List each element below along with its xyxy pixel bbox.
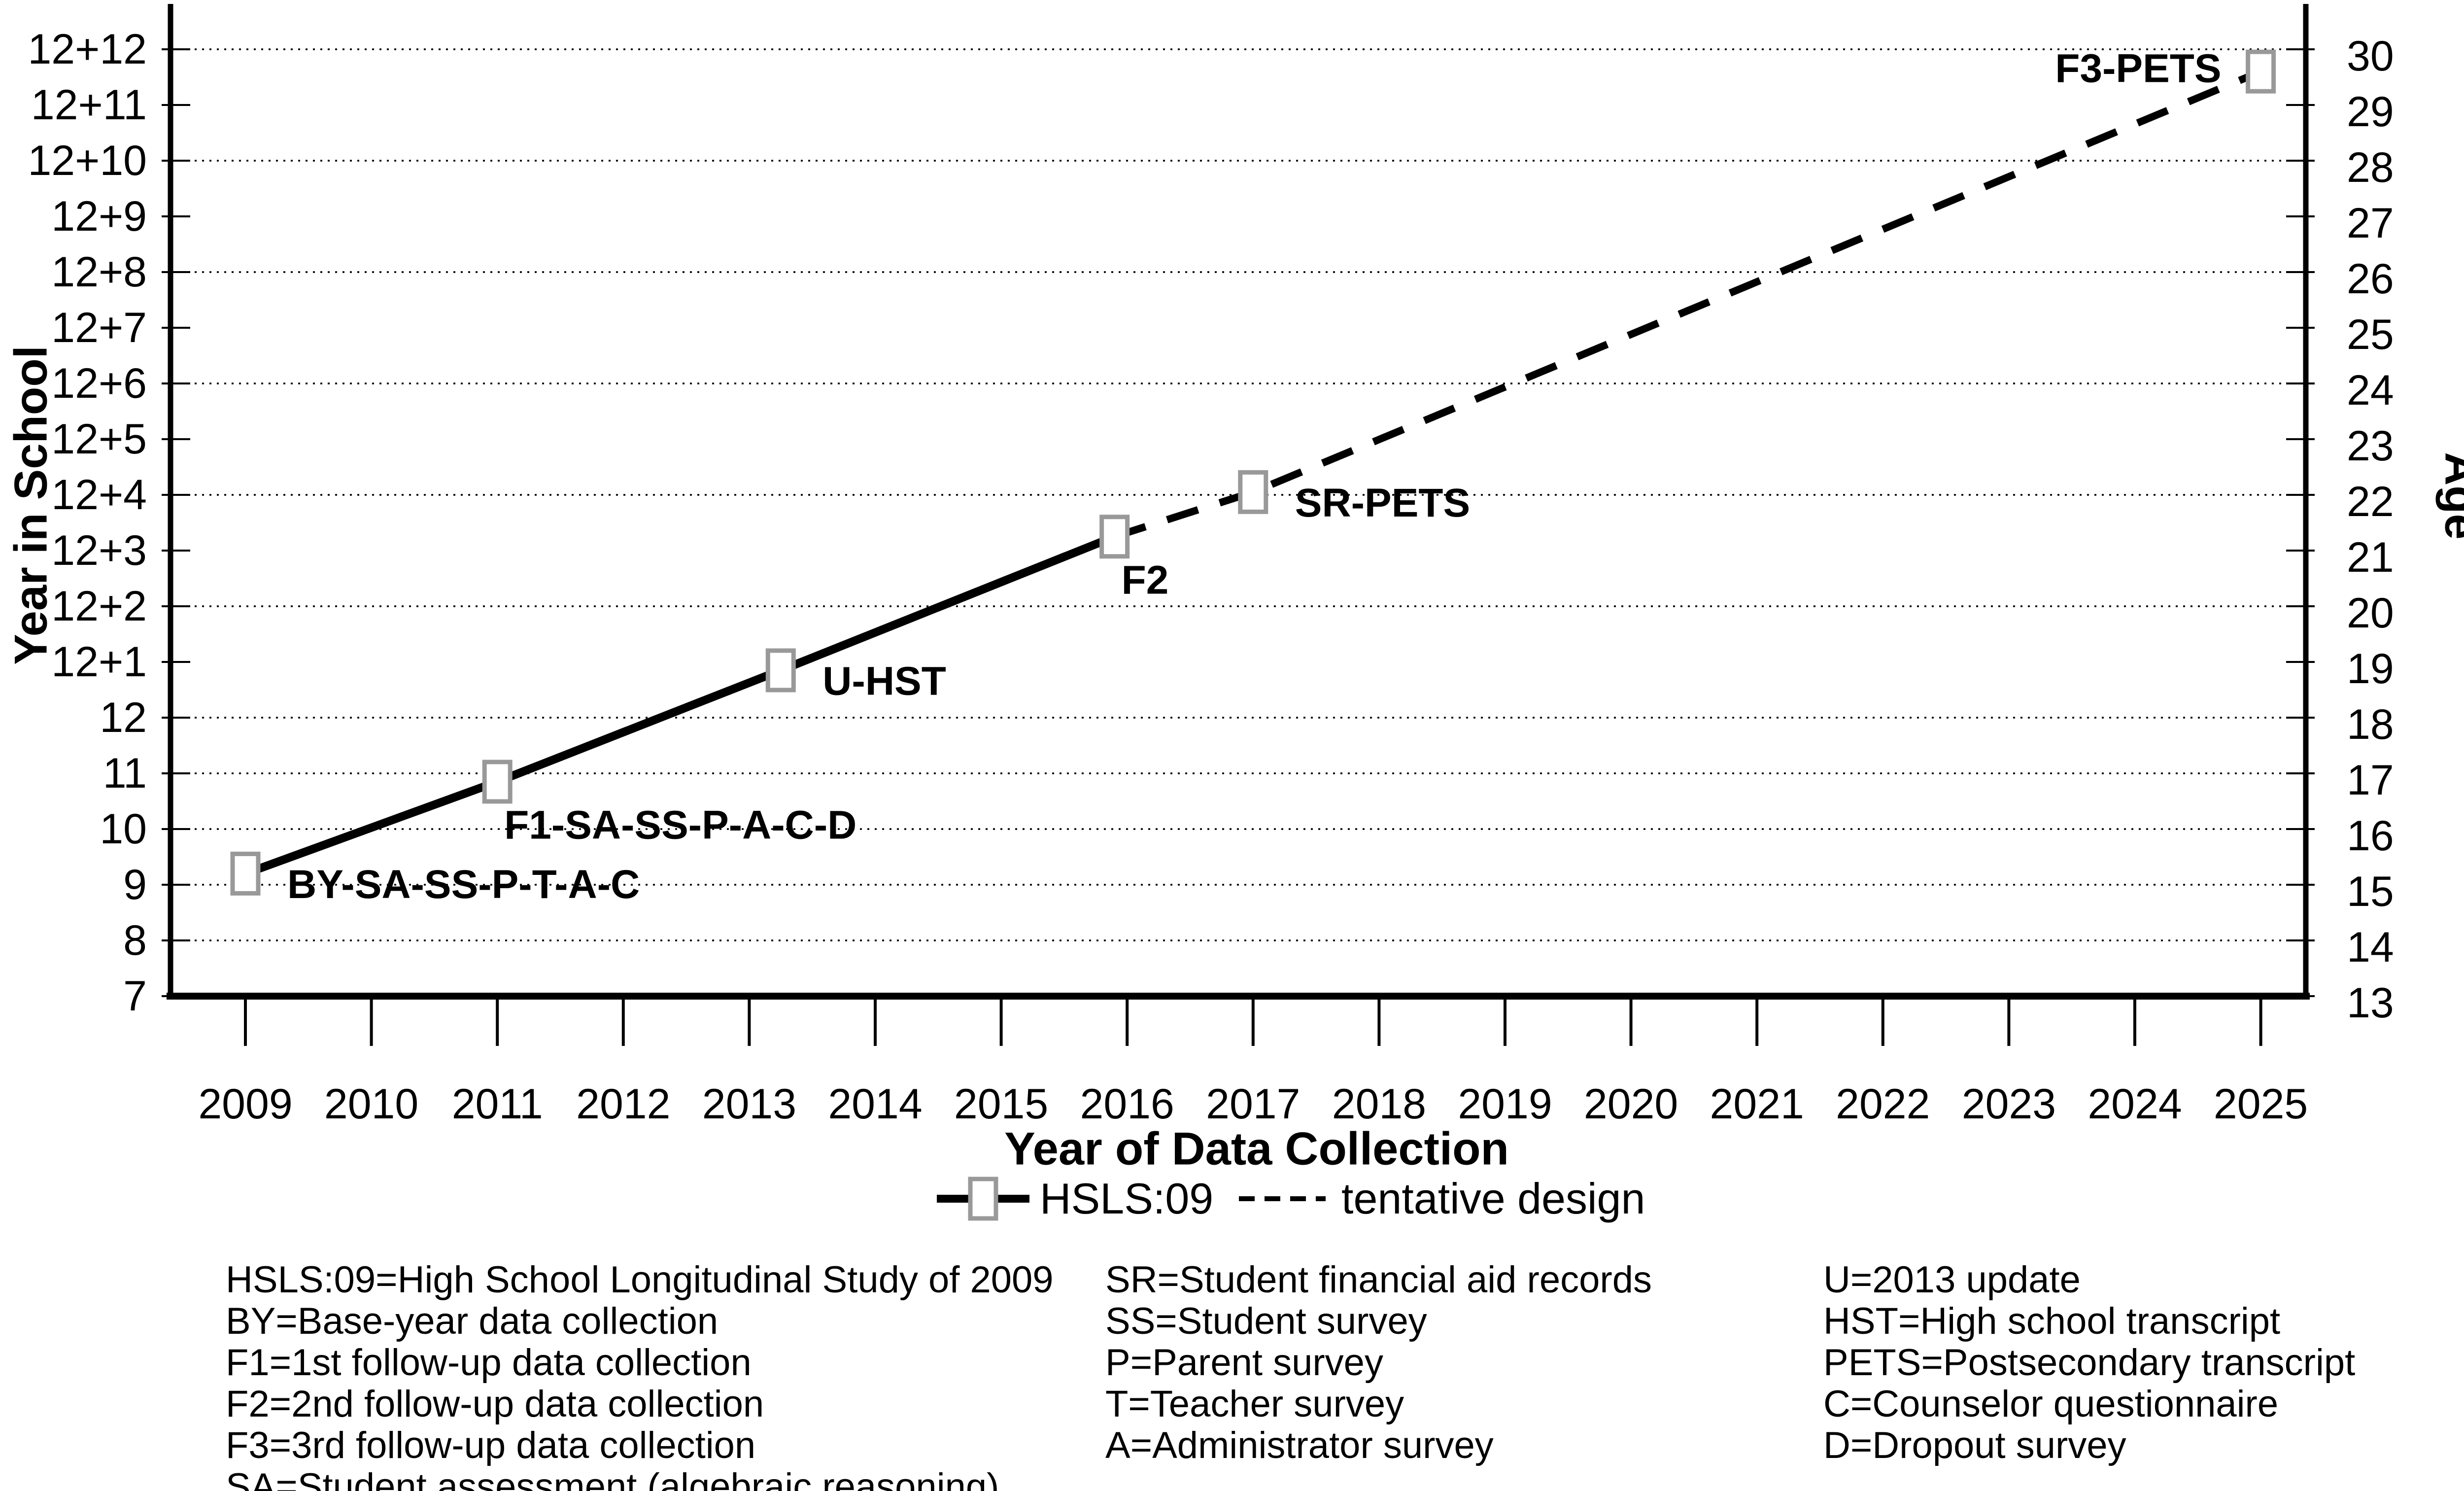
left-axis-tick-label: 11 [103, 750, 147, 797]
x-axis-tick-label: 2019 [1458, 1080, 1552, 1128]
left-axis-tick-label: 8 [123, 917, 147, 964]
y-axis-title-right: Age [2436, 452, 2464, 540]
data-point-marker [1099, 515, 1130, 559]
x-axis-tick-label: 2014 [828, 1080, 922, 1128]
axis-ticks [162, 48, 2315, 1046]
x-axis-tick-label: 2023 [1962, 1080, 2056, 1128]
tentative-design-line [1113, 68, 2262, 540]
left-axis-tick-label: 12+2 [51, 583, 147, 630]
left-axis-tick-label: 12 [100, 694, 147, 741]
x-axis-tick-label: 2022 [1836, 1080, 1930, 1128]
data-point-label: BY-SA-SS-P-T-A-C [287, 862, 640, 907]
left-axis-tick-label: 7 [123, 972, 147, 1020]
left-axis-tick-label: 12+4 [51, 471, 147, 519]
data-point-marker [765, 648, 796, 693]
right-axis-tick-label: 18 [2347, 701, 2394, 748]
data-point-label: F3-PETS [2055, 46, 2221, 91]
x-axis-tick-label: 2025 [2214, 1080, 2308, 1128]
left-axis-tick-label: 12+12 [28, 26, 147, 73]
data-point-label: F1-SA-SS-P-A-C-D [504, 802, 856, 847]
data-point-marker [482, 760, 513, 804]
axes [167, 4, 2310, 1000]
data-point-marker [1238, 470, 1268, 514]
right-axis-tick-label: 23 [2347, 422, 2394, 470]
right-axis-tick-label: 26 [2347, 255, 2394, 303]
left-axis-tick-label: 12+11 [31, 81, 147, 129]
right-axis-tick-label: 16 [2347, 812, 2394, 860]
x-axis-tick-label: 2016 [1080, 1080, 1174, 1128]
right-axis-tick-label: 19 [2347, 645, 2394, 693]
right-axis-tick-label: 17 [2347, 757, 2394, 804]
data-series [244, 68, 2262, 878]
right-axis-tick-label: 14 [2347, 924, 2394, 971]
y-axis-title-left: Year in School [5, 346, 57, 665]
x-axis-tick-label: 2018 [1332, 1080, 1426, 1128]
x-axis-tick-label: 2017 [1206, 1080, 1300, 1128]
data-point-markers [230, 49, 2276, 896]
x-axis-tick-label: 2021 [1710, 1080, 1804, 1128]
x-axis-tick-label: 2010 [324, 1080, 418, 1128]
left-axis-tick-label: 12+10 [28, 137, 147, 184]
hsls09-line [244, 532, 1116, 878]
x-axis-tick-label: 2011 [452, 1080, 543, 1128]
left-axis-tick-label: 12+5 [51, 416, 147, 463]
right-axis-tick-label: 27 [2347, 200, 2394, 247]
x-axis-title: Year of Data Collection [1004, 1123, 1509, 1175]
x-axis-tick-label: 2009 [198, 1080, 292, 1128]
data-point-label: U-HST [822, 659, 946, 703]
left-axis-tick-label: 12+8 [51, 248, 147, 296]
right-axis-tick-label: 24 [2347, 367, 2394, 414]
right-axis-tick-label: 28 [2347, 144, 2394, 191]
right-axis-tick-label: 13 [2347, 979, 2394, 1027]
right-axis-tick-label: 30 [2347, 33, 2394, 80]
right-axis-tick-label: 20 [2347, 589, 2394, 637]
x-axis-tick-label: 2020 [1584, 1080, 1678, 1128]
left-axis-tick-label: 10 [100, 805, 147, 853]
right-axis-tick-label: 21 [2347, 534, 2394, 581]
left-axis-tick-label: 12+9 [51, 193, 147, 240]
x-axis-tick-label: 2013 [702, 1080, 796, 1128]
data-point-labels: BY-SA-SS-P-T-A-C F1-SA-SS-P-A-C-D U-HST F2 S… [287, 46, 2222, 907]
data-point-label: SR-PETS [1295, 481, 1470, 525]
right-axis-tick-label: 25 [2347, 311, 2394, 358]
left-axis-tick-label: 12+1 [51, 638, 147, 686]
right-axis-tick-label: 29 [2347, 88, 2394, 136]
right-axis-tick-label: 22 [2347, 478, 2394, 525]
data-point-marker [230, 851, 261, 896]
left-axis-tick-label: 12+6 [51, 360, 147, 407]
x-axis-tick-label: 2024 [2088, 1080, 2182, 1128]
data-point-label: F2 [1122, 557, 1169, 602]
left-axis-tick-label: 9 [123, 861, 147, 908]
axis-tick-labels: 7 13 8 14 9 15 10 16 11 17 12 18 12+1 19 12+2 20 12+3 21 1… [28, 26, 2394, 1128]
left-axis-tick-label: 12+7 [51, 304, 147, 351]
right-axis-tick-label: 15 [2347, 868, 2394, 915]
x-axis-tick-label: 2012 [576, 1080, 670, 1128]
left-axis-tick-label: 12+3 [51, 527, 147, 574]
data-point-marker [2246, 49, 2276, 94]
x-axis-tick-label: 2015 [954, 1080, 1048, 1128]
